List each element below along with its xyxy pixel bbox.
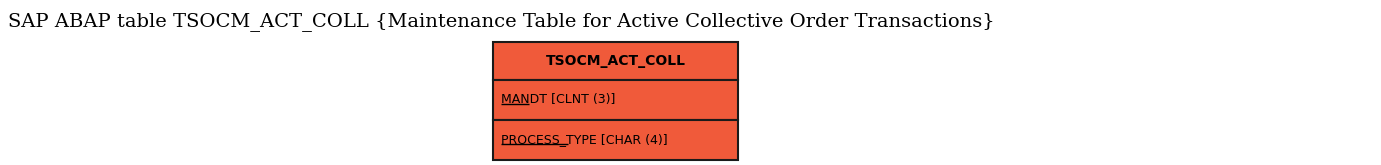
Text: MANDT [CLNT (3)]: MANDT [CLNT (3)] [501, 94, 616, 106]
Text: SAP ABAP table TSOCM_ACT_COLL {Maintenance Table for Active Collective Order Tra: SAP ABAP table TSOCM_ACT_COLL {Maintenan… [8, 13, 994, 32]
Bar [493, 80, 737, 120]
Bar [493, 120, 737, 160]
Text: PROCESS_TYPE [CHAR (4)]: PROCESS_TYPE [CHAR (4)] [501, 133, 667, 147]
Text: TSOCM_ACT_COLL: TSOCM_ACT_COLL [545, 54, 685, 68]
Bar [493, 42, 737, 80]
